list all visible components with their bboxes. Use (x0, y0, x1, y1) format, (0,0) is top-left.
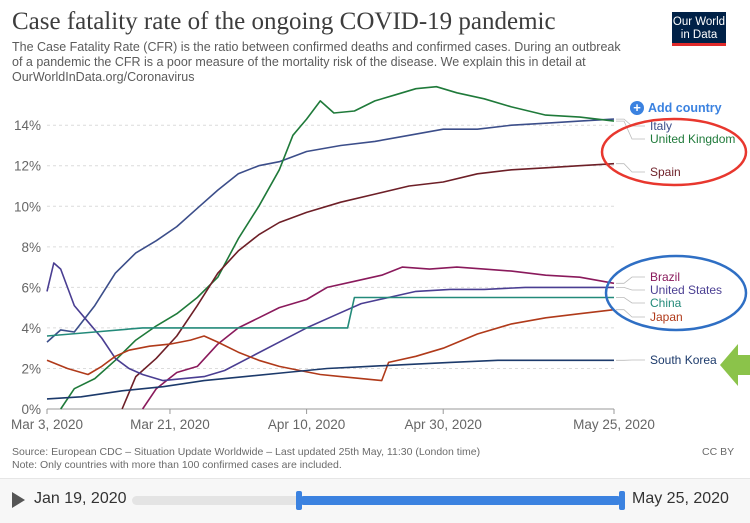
series-label-china: China (650, 296, 682, 310)
label-leader-line (616, 163, 645, 173)
logo-line-1: Our World (672, 16, 726, 28)
series-lines (46, 85, 615, 410)
logo-line-2: in Data (680, 29, 718, 41)
series-line-china (46, 296, 614, 337)
x-tick-label: Apr 30, 2020 (405, 417, 482, 432)
chart-title: Case fatality rate of the ongoing COVID-… (12, 8, 556, 35)
series-label-united-states: United States (650, 283, 722, 297)
y-tick-label: 0% (21, 402, 41, 417)
green-arrow-icon (720, 344, 750, 386)
series-line-united-states (46, 262, 614, 382)
timeline-end-label: May 25, 2020 (632, 490, 729, 507)
x-tick-label: Mar 21, 2020 (130, 417, 210, 432)
timeline-start-handle[interactable] (295, 491, 302, 510)
y-tick-label: 6% (21, 280, 41, 295)
x-tick-label: May 25, 2020 (573, 417, 655, 432)
series-label-south-korea: South Korea (650, 353, 717, 367)
add-country-label: Add country (648, 101, 722, 115)
y-tick-label: 8% (21, 240, 41, 255)
series-label-spain: Spain (650, 165, 681, 179)
annotations (600, 117, 750, 386)
timeline-selected-range[interactable] (298, 496, 622, 505)
timeline-end-handle[interactable] (619, 491, 625, 510)
y-tick-label: 4% (21, 321, 41, 336)
series-line-brazil (141, 266, 615, 410)
owid-logo[interactable]: Our World in Data (672, 12, 726, 46)
series-label-japan: Japan (650, 310, 683, 324)
x-axis-ticks: Mar 3, 2020 Mar 21, 2020 Apr 10, 2020 Apr 3… (11, 409, 655, 432)
red-highlight-circle (600, 117, 748, 187)
blue-highlight-circle (604, 254, 748, 332)
line-chart: 0% 2% 4% 6% 8% 10% 12% 14% Mar 3, 2020 Mar 21, 2… (11, 85, 750, 432)
label-leader-line (616, 120, 645, 140)
logo-underline (672, 43, 726, 46)
chart-subtitle: The Case Fatality Rate (CFR) is the rati… (12, 40, 621, 84)
play-icon[interactable] (12, 492, 25, 508)
chart-gridlines (47, 124, 614, 410)
series-label-brazil: Brazil (650, 270, 680, 284)
label-leader-line (616, 276, 645, 284)
label-leader-line (616, 286, 645, 291)
label-leader-line (616, 309, 645, 318)
source-note: Source: European CDC – Situation Update … (12, 446, 481, 458)
y-tick-label: 2% (21, 361, 41, 376)
series-line-united-kingdom (60, 85, 615, 410)
series-line-japan (46, 308, 615, 382)
y-tick-label: 10% (14, 199, 41, 214)
series-label-italy: Italy (650, 119, 672, 133)
series-line-spain (121, 162, 615, 410)
label-leader-line (616, 118, 645, 127)
timeline-start-label: Jan 19, 2020 (34, 490, 127, 507)
chart-footer: Source: European CDC – Situation Update … (12, 446, 480, 471)
y-tick-label: 12% (14, 159, 41, 174)
label-leader-line (616, 297, 645, 304)
license-link[interactable]: CC BY (702, 446, 735, 458)
divider (0, 478, 750, 479)
timeline-bar: Jan 19, 2020 May 25, 2020 (0, 479, 750, 523)
y-tick-label: 14% (14, 118, 41, 133)
x-tick-label: Mar 3, 2020 (11, 417, 83, 432)
add-country-button[interactable]: + Add country (630, 101, 722, 115)
cases-note: Note: Only countries with more than 100 … (12, 458, 342, 471)
series-label-united-kingdom: United Kingdom (650, 132, 735, 146)
x-tick-label: Apr 10, 2020 (268, 417, 345, 432)
series-line-italy (46, 118, 615, 343)
series-line-south-korea (46, 359, 614, 400)
plus-icon: + (630, 101, 644, 115)
y-axis-ticks: 0% 2% 4% 6% 8% 10% 12% 14% (14, 118, 41, 417)
